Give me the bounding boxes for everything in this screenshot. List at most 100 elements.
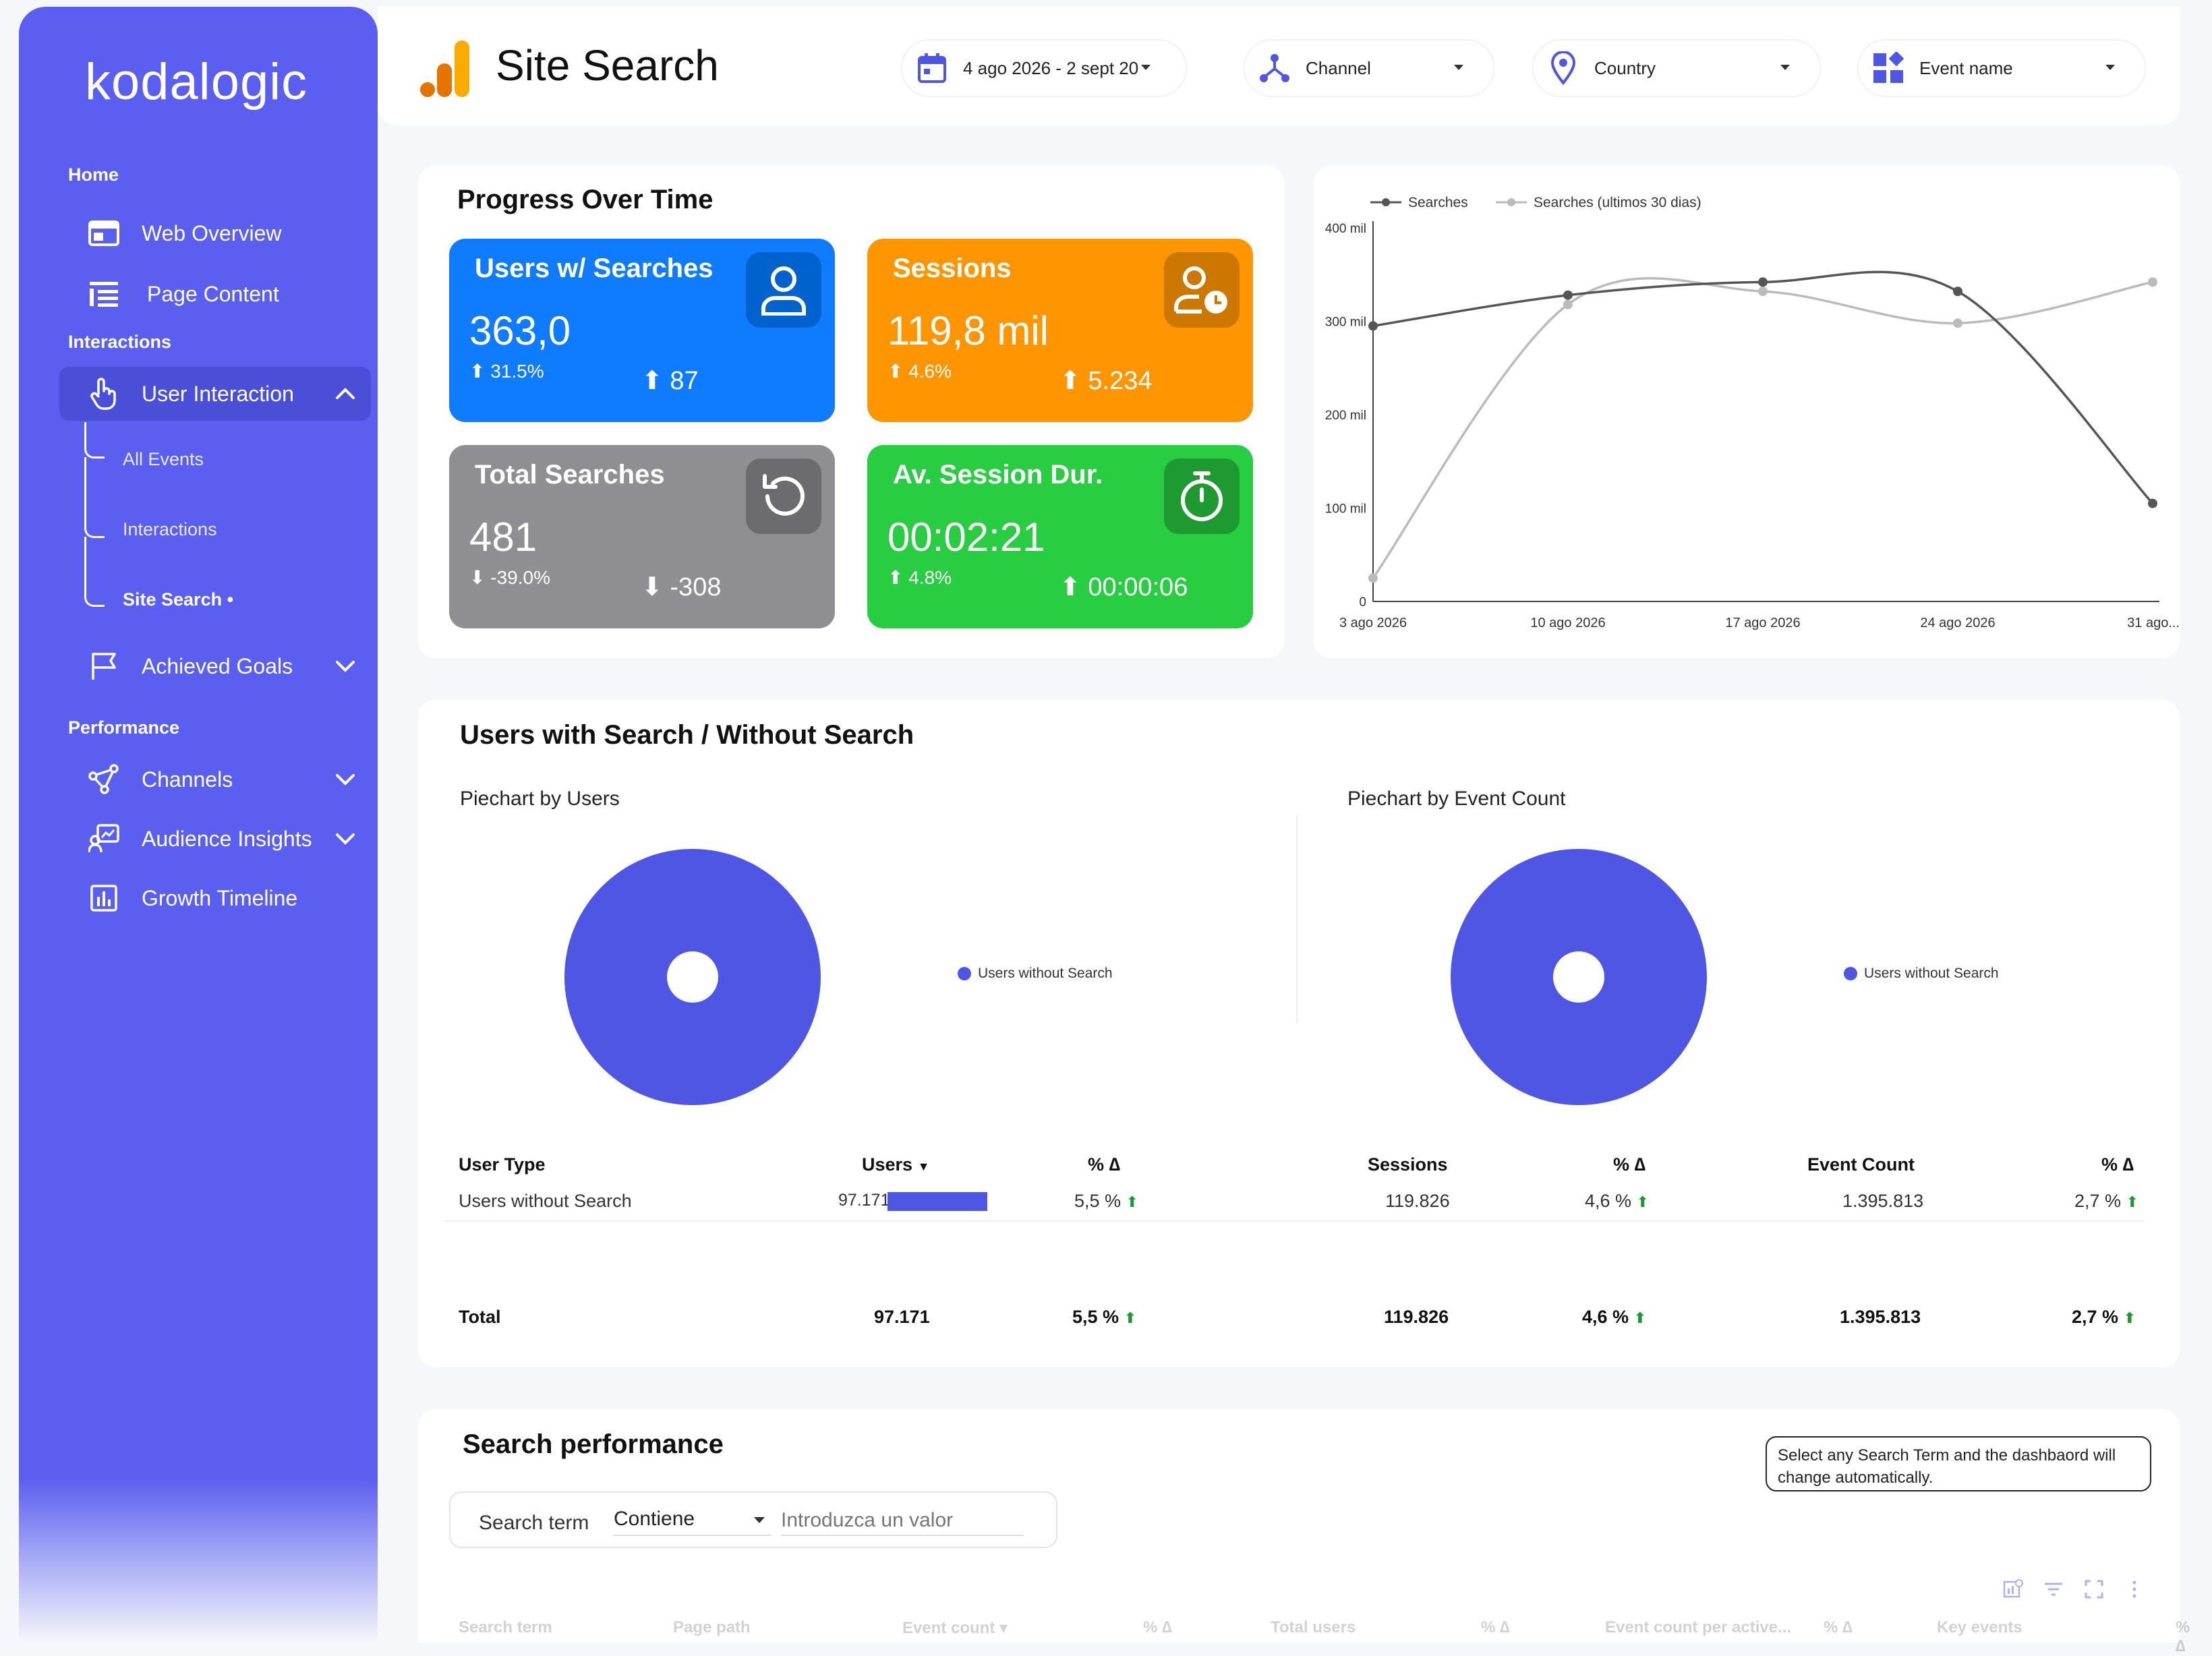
search-table-col-header[interactable]: % ∆ bbox=[1824, 1618, 1853, 1636]
col-header-pct-event-count[interactable]: % ∆ bbox=[2101, 1154, 2134, 1175]
pie-chart-event-count[interactable] bbox=[1450, 848, 1708, 1106]
kpi-percent-value: 31.5% bbox=[490, 361, 544, 382]
kpi-value: 363,0 bbox=[469, 308, 571, 353]
search-table-col-header[interactable]: % ∆ bbox=[2176, 1618, 2190, 1655]
sidebar-subitem-interactions[interactable]: Interactions bbox=[123, 519, 217, 539]
data-point[interactable] bbox=[2148, 277, 2157, 287]
cell-sessions: 119.826 bbox=[1385, 1191, 1450, 1211]
data-point[interactable] bbox=[1563, 299, 1573, 309]
network-icon bbox=[88, 763, 120, 796]
cell-pct-sessions: 4,6 % ⬆ bbox=[1585, 1191, 1649, 1212]
kpi-users-with-searches[interactable]: Users w/ Searches 363,0 ⬆ 31.5% ⬆ 87 bbox=[449, 239, 835, 422]
data-point[interactable] bbox=[1758, 287, 1768, 297]
kpi-delta-value: 5.234 bbox=[1088, 367, 1153, 395]
sidebar-item-page-content[interactable]: Page Content bbox=[59, 267, 371, 321]
calendar-icon bbox=[914, 51, 950, 86]
search-table-col-header[interactable]: Event count ▾ bbox=[902, 1619, 1008, 1637]
sidebar-item-achieved-goals[interactable]: Achieved Goals bbox=[59, 639, 371, 693]
sidebar-item-user-interaction[interactable]: User Interaction bbox=[59, 367, 371, 421]
arrow-up-icon: ⬆ bbox=[1124, 1309, 1136, 1326]
search-table-col-header[interactable]: Search term bbox=[459, 1618, 552, 1636]
kpi-avg-session-duration[interactable]: Av. Session Dur. 00:02:21 ⬆ 4.8% ⬆ 00:00… bbox=[867, 445, 1253, 628]
cell-pct-sessions-value: 4,6 % bbox=[1585, 1191, 1632, 1211]
data-point[interactable] bbox=[1563, 290, 1573, 300]
operator-select[interactable]: Contiene bbox=[614, 1508, 772, 1536]
legend-label[interactable]: Searches bbox=[1408, 195, 1468, 210]
date-range-filter[interactable]: 4 ago 2026 - 2 sept 20 bbox=[902, 40, 1186, 96]
data-point[interactable] bbox=[1368, 573, 1378, 583]
sidebar-item-audience-insights[interactable]: Audience Insights bbox=[59, 812, 371, 866]
sidebar-subitem-all-events[interactable]: All Events bbox=[123, 449, 204, 469]
data-point[interactable] bbox=[1368, 321, 1378, 331]
filter-icon[interactable] bbox=[2043, 1579, 2064, 1599]
sidebar-item-label: Web Overview bbox=[142, 220, 282, 245]
sidebar-item-growth-timeline[interactable]: Growth Timeline bbox=[59, 871, 371, 925]
search-table-col-header[interactable]: Key events bbox=[1937, 1618, 2022, 1636]
col-header-pct-sessions[interactable]: % ∆ bbox=[1613, 1154, 1646, 1175]
channel-filter-label: Channel bbox=[1306, 57, 1371, 78]
dropdown-arrow-icon bbox=[754, 1517, 765, 1523]
col-header-pct-users[interactable]: % ∆ bbox=[1088, 1154, 1121, 1175]
flag-icon bbox=[88, 650, 120, 682]
sidebar-item-channels[interactable]: Channels bbox=[59, 752, 371, 806]
col-header-event-count[interactable]: Event Count bbox=[1807, 1154, 1915, 1175]
data-point[interactable] bbox=[1953, 287, 1962, 297]
pie1-legend[interactable]: Users without Search bbox=[958, 966, 1113, 982]
pie-chart-users[interactable] bbox=[564, 848, 821, 1106]
section-interactions: Interactions bbox=[68, 332, 172, 352]
x-tick-label: 17 ago 2026 bbox=[1725, 616, 1800, 630]
searches-line-chart[interactable]: 400 mil 300 mil 200 mil 100 mil 0 3 ago 2026 1… bbox=[1314, 166, 2180, 658]
cell-event-count: 1.395.813 bbox=[1842, 1191, 1924, 1211]
search-table-col-header[interactable]: Total users bbox=[1271, 1618, 1356, 1636]
chevron-down-icon[interactable] bbox=[334, 769, 356, 790]
table-toolbar bbox=[2003, 1579, 2145, 1599]
col-header-users[interactable]: Users ▼ bbox=[862, 1154, 929, 1175]
sidebar: kodalogic Home Web Overview Page Content… bbox=[19, 7, 378, 1643]
search-performance-title: Search performance bbox=[463, 1429, 724, 1459]
widgets-icon bbox=[1871, 51, 1906, 86]
series-line-searches-last-30-days[interactable] bbox=[1372, 277, 2153, 579]
legend-label: Users without Search bbox=[978, 966, 1113, 981]
logo[interactable]: kodalogic bbox=[85, 53, 308, 111]
search-table-col-header[interactable]: Page path bbox=[673, 1618, 751, 1636]
kpi-sessions[interactable]: Sessions 119,8 mil ⬆ 4.6% ⬆ 5.234 bbox=[867, 239, 1253, 422]
operator-value: Contiene bbox=[614, 1508, 695, 1530]
country-filter[interactable]: Country bbox=[1534, 40, 1820, 96]
help-note: Select any Search Term and the dashbaord… bbox=[1766, 1436, 2151, 1491]
series-line-searches[interactable] bbox=[1372, 270, 2154, 504]
kpi-delta: ⬇ -308 bbox=[641, 573, 722, 601]
data-point[interactable] bbox=[1953, 318, 1962, 328]
search-table-col-header[interactable]: Event count per active... bbox=[1605, 1618, 1792, 1636]
search-value-input[interactable] bbox=[781, 1506, 1024, 1536]
search-table-col-header[interactable]: % ∆ bbox=[1143, 1618, 1172, 1636]
channel-filter[interactable]: Channel bbox=[1245, 40, 1493, 96]
line-chart-card: 400 mil 300 mil 200 mil 100 mil 0 3 ago 2026 1… bbox=[1314, 166, 2180, 658]
y-tick-label: 300 mil bbox=[1325, 316, 1366, 330]
chevron-up-icon[interactable] bbox=[334, 383, 356, 405]
sidebar-item-web-overview[interactable]: Web Overview bbox=[59, 206, 371, 260]
analytics-logo-icon bbox=[420, 40, 469, 97]
kpi-total-searches[interactable]: Total Searches 481 ⬇ -39.0% ⬇ -308 bbox=[449, 445, 835, 628]
y-tick-label: 100 mil bbox=[1325, 502, 1366, 516]
kpi-delta-value: 87 bbox=[670, 367, 699, 395]
legend-label[interactable]: Searches (ultimos 30 dias) bbox=[1534, 195, 1701, 210]
arrow-up-icon: ⬆ bbox=[1633, 1309, 1646, 1326]
date-range-value: 4 ago 2026 - 2 sept 20 bbox=[963, 57, 1139, 78]
col-header-user-type[interactable]: User Type bbox=[459, 1154, 546, 1175]
search-table-col-header[interactable]: % ∆ bbox=[1481, 1618, 1510, 1636]
event-name-filter[interactable]: Event name bbox=[1859, 40, 2145, 96]
data-point[interactable] bbox=[1758, 277, 1768, 287]
arrow-up-icon: ⬆ bbox=[2123, 1309, 2136, 1326]
y-tick-label: 0 bbox=[1359, 595, 1366, 610]
sidebar-subitem-site-search[interactable]: Site Search • bbox=[123, 589, 234, 610]
data-point[interactable] bbox=[2148, 498, 2157, 508]
chart-settings-icon[interactable] bbox=[2003, 1579, 2023, 1599]
y-tick-label: 400 mil bbox=[1325, 222, 1366, 236]
fullscreen-icon[interactable] bbox=[2084, 1579, 2104, 1599]
col-header-sessions[interactable]: Sessions bbox=[1368, 1154, 1448, 1175]
more-options-icon[interactable] bbox=[2124, 1579, 2145, 1599]
divider bbox=[1296, 815, 1298, 1024]
chevron-down-icon[interactable] bbox=[334, 655, 356, 677]
chevron-down-icon[interactable] bbox=[334, 828, 356, 850]
pie2-legend[interactable]: Users without Search bbox=[1844, 966, 1999, 982]
